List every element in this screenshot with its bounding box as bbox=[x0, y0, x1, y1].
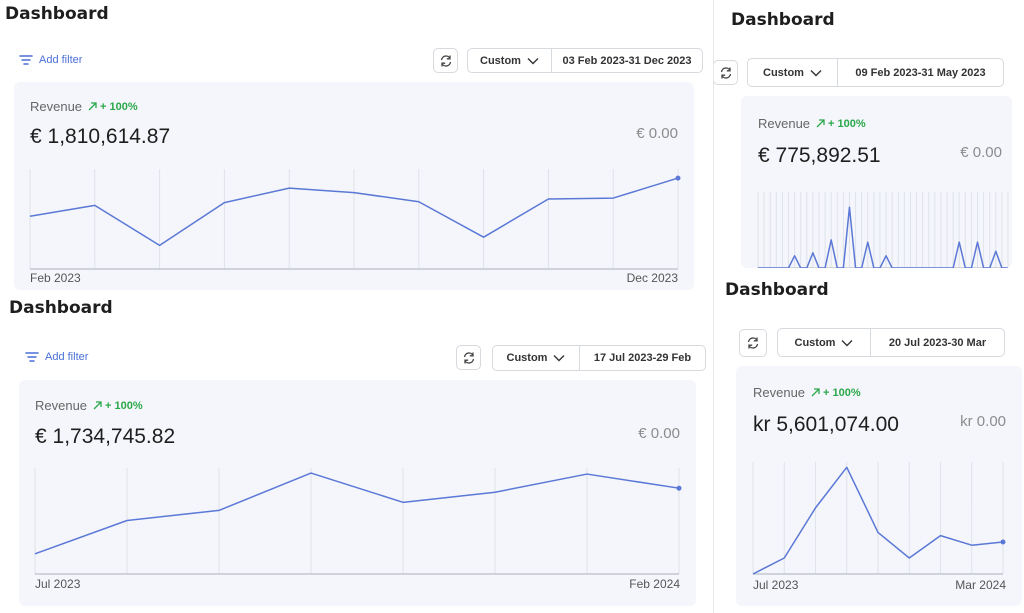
page-title: Dashboard bbox=[725, 280, 829, 300]
chevron-down-icon bbox=[553, 355, 565, 362]
page-title: Dashboard bbox=[5, 4, 109, 24]
trend-up-arrow-icon bbox=[88, 102, 97, 111]
trend-value: + 100% bbox=[105, 399, 143, 412]
x-axis-end-label: Dec 2023 bbox=[626, 271, 678, 285]
refresh-icon bbox=[463, 351, 474, 364]
page-title: Dashboard bbox=[9, 298, 113, 318]
revenue-value: € 1,734,745.82 bbox=[35, 425, 176, 448]
panel-divider bbox=[713, 0, 714, 613]
last-data-point[interactable] bbox=[676, 485, 682, 491]
refresh-button[interactable] bbox=[714, 60, 738, 85]
metric-label-row: Revenue + 100% bbox=[753, 385, 861, 400]
revenue-value: € 775,892.51 bbox=[758, 144, 881, 167]
refresh-button[interactable] bbox=[456, 345, 481, 370]
revenue-value: kr 5,601,074.00 bbox=[753, 413, 899, 436]
revenue-series-line bbox=[34, 472, 680, 555]
compare-value: € 0.00 bbox=[960, 144, 1002, 161]
revenue-value: € 1,810,614.87 bbox=[30, 125, 171, 148]
x-axis-start-label: Jul 2023 bbox=[753, 578, 799, 592]
range-preset-dropdown[interactable]: Custom bbox=[493, 346, 580, 370]
add-filter-button[interactable]: Add filter bbox=[19, 54, 82, 66]
range-preset-label: Custom bbox=[794, 336, 836, 349]
filter-lines-icon bbox=[19, 55, 33, 65]
metric-label-row: Revenue + 100% bbox=[758, 116, 866, 131]
trend-value: + 100% bbox=[100, 100, 138, 113]
refresh-icon bbox=[747, 337, 759, 349]
x-axis-end-label: Feb 2024 bbox=[629, 577, 680, 591]
trend-value: + 100% bbox=[828, 117, 866, 130]
metric-label: Revenue bbox=[35, 398, 88, 413]
chevron-down-icon bbox=[841, 339, 853, 346]
date-range-picker: Custom 20 Jul 2023-30 Mar bbox=[777, 328, 1005, 357]
revenue-line-chart bbox=[757, 192, 1009, 268]
page-title: Dashboard bbox=[731, 10, 835, 30]
trend-up-arrow-icon bbox=[811, 388, 820, 397]
date-range-field[interactable]: 17 Jul 2023-29 Feb bbox=[593, 352, 692, 364]
refresh-button[interactable] bbox=[433, 48, 458, 73]
trend-badge: + 100% bbox=[93, 400, 143, 412]
chevron-down-icon bbox=[527, 57, 539, 64]
refresh-button[interactable] bbox=[739, 329, 767, 357]
metric-label-row: Revenue + 100% bbox=[30, 99, 138, 114]
date-range-picker: Custom 03 Feb 2023-31 Dec 2023 bbox=[467, 48, 703, 73]
refresh-icon bbox=[440, 54, 451, 67]
revenue-series-line bbox=[752, 466, 1004, 575]
date-range-picker: Custom 17 Jul 2023-29 Feb bbox=[492, 345, 706, 371]
range-preset-dropdown[interactable]: Custom bbox=[748, 59, 838, 86]
trend-badge: + 100% bbox=[816, 118, 866, 130]
x-axis-start-label: Feb 2023 bbox=[30, 271, 81, 285]
revenue-card: Revenue + 100% € 775,892.51 € 0.00 bbox=[741, 96, 1012, 268]
add-filter-label: Add filter bbox=[45, 351, 89, 363]
compare-value: € 0.00 bbox=[636, 125, 678, 142]
date-range-field[interactable]: 09 Feb 2023-31 May 2023 bbox=[855, 66, 986, 79]
add-filter-button[interactable]: Add filter bbox=[25, 351, 88, 363]
last-data-point[interactable] bbox=[675, 175, 681, 181]
compare-value: € 0.00 bbox=[638, 425, 680, 442]
revenue-line-chart bbox=[752, 462, 1006, 575]
date-range-field[interactable]: 20 Jul 2023-30 Mar bbox=[888, 336, 987, 349]
range-preset-label: Custom bbox=[480, 54, 521, 67]
trend-badge: + 100% bbox=[811, 387, 861, 399]
x-axis-start-label: Jul 2023 bbox=[35, 577, 81, 591]
revenue-series-line bbox=[758, 206, 1008, 268]
chevron-down-icon bbox=[810, 69, 822, 76]
trend-badge: + 100% bbox=[88, 101, 138, 113]
metric-label-row: Revenue + 100% bbox=[35, 398, 143, 413]
range-preset-dropdown[interactable]: Custom bbox=[468, 49, 552, 72]
last-data-point[interactable] bbox=[1000, 539, 1006, 545]
revenue-line-chart bbox=[34, 468, 682, 575]
trend-up-arrow-icon bbox=[816, 119, 825, 128]
dashboard-panel-3: Dashboard Add filter Custom 17 Jul 2023-… bbox=[0, 292, 712, 613]
dashboard-panel-4: Dashboard Custom 20 Jul 2023-30 Mar Reve… bbox=[714, 270, 1024, 613]
refresh-icon bbox=[720, 66, 731, 79]
revenue-card: Revenue + 100% € 1,734,745.82 € 0.00 Jul… bbox=[19, 380, 696, 606]
revenue-card: Revenue + 100% € 1,810,614.87 € 0.00 Feb… bbox=[14, 82, 694, 290]
trend-up-arrow-icon bbox=[93, 401, 102, 410]
date-range-field[interactable]: 03 Feb 2023-31 Dec 2023 bbox=[562, 54, 692, 67]
revenue-series-line bbox=[29, 177, 679, 247]
metric-label: Revenue bbox=[758, 116, 811, 131]
metric-label: Revenue bbox=[30, 99, 83, 114]
trend-value: + 100% bbox=[823, 386, 861, 399]
dashboard-panel-1: Dashboard Add filter Custom 03 Feb 2023-… bbox=[0, 0, 712, 290]
add-filter-label: Add filter bbox=[39, 54, 83, 66]
compare-value: kr 0.00 bbox=[960, 413, 1006, 430]
range-preset-label: Custom bbox=[506, 352, 548, 364]
range-preset-dropdown[interactable]: Custom bbox=[778, 329, 871, 356]
x-axis-end-label: Mar 2024 bbox=[955, 578, 1006, 592]
revenue-card: Revenue + 100% kr 5,601,074.00 kr 0.00 J… bbox=[736, 366, 1022, 606]
range-preset-label: Custom bbox=[763, 66, 804, 79]
dashboard-panel-2: Dashboard Custom 09 Feb 2023-31 May 2023… bbox=[714, 0, 1024, 268]
metric-label: Revenue bbox=[753, 385, 806, 400]
filter-lines-icon bbox=[25, 352, 39, 362]
revenue-line-chart bbox=[29, 169, 681, 270]
date-range-picker: Custom 09 Feb 2023-31 May 2023 bbox=[747, 58, 1004, 87]
